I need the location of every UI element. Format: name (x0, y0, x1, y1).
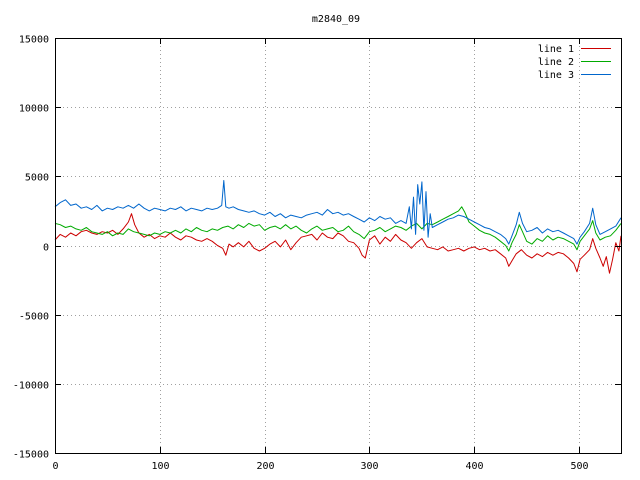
legend-label: line 2 (538, 57, 574, 68)
grid (55, 38, 621, 453)
y-tick-label: 15000 (19, 35, 49, 46)
chart-title: m2840_09 (312, 14, 360, 25)
y-tick-label: 10000 (19, 104, 49, 115)
x-tick-label: 500 (570, 461, 588, 472)
y-tick-label: 5000 (25, 173, 49, 184)
y-tick-label: -10000 (13, 381, 49, 392)
legend-label: line 1 (538, 44, 574, 55)
series-line-3 (54, 180, 622, 245)
plot-series (54, 180, 622, 274)
plot-frame (55, 38, 622, 454)
series-line-2 (54, 206, 622, 252)
x-tick-label: 200 (256, 461, 274, 472)
x-tick-label: 0 (52, 461, 58, 472)
x-tick-label: 400 (465, 461, 483, 472)
y-tick-label: 0 (43, 243, 49, 254)
legend-label: line 3 (538, 70, 574, 81)
y-tick-label: -15000 (13, 450, 49, 461)
y-tick-label: -5000 (19, 312, 49, 323)
series-line-1 (54, 213, 622, 274)
x-tick-label: 100 (151, 461, 169, 472)
legend: line 1 line 2 line 3 (538, 44, 611, 81)
axis-ticks: -15000 -10000 -5000 0 5000 10000 15000 0 100 200 3… (13, 35, 621, 472)
x-tick-label: 300 (360, 461, 378, 472)
